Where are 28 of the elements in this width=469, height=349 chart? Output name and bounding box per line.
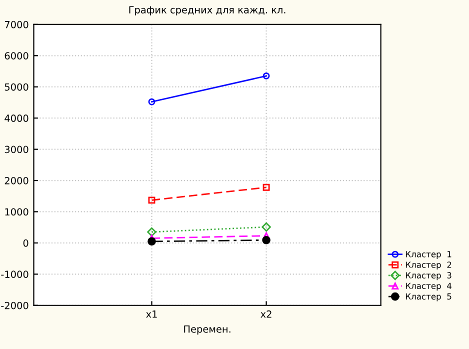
- y-tick-label: 7000: [4, 20, 28, 28]
- chart-title: График средних для кажд. кл.: [129, 6, 286, 16]
- legend-label: Кластер 3: [406, 272, 452, 280]
- legend-label: Кластер 5: [406, 293, 452, 302]
- legend-label: Кластер 2: [406, 262, 452, 270]
- point: [262, 184, 270, 191]
- y-tick-label: 4000: [4, 114, 28, 122]
- legend-label: Кластер 1: [406, 251, 452, 259]
- y-tick-label: 6000: [4, 52, 28, 60]
- point: [147, 227, 156, 237]
- legend-label: Кластер 4: [406, 282, 452, 291]
- point: [148, 196, 156, 204]
- point: [262, 72, 270, 80]
- y-tick-label: 5000: [4, 83, 28, 91]
- y-tick-label: 2000: [4, 176, 28, 184]
- x-tick-label: x2: [260, 310, 272, 318]
- y-tick-label: -2000: [1, 302, 28, 310]
- y-tick-label: 1000: [5, 208, 28, 216]
- x-tick-label: x1: [146, 310, 157, 318]
- point: [262, 232, 270, 240]
- point: [262, 222, 271, 232]
- point: [148, 98, 156, 106]
- y-tick-label: 0: [23, 239, 28, 247]
- point: [148, 237, 156, 246]
- y-tick-label: -1000: [1, 270, 28, 278]
- point: [262, 236, 270, 244]
- x-axis-title: Перемен.: [184, 326, 230, 335]
- y-tick-label: 3000: [4, 146, 28, 154]
